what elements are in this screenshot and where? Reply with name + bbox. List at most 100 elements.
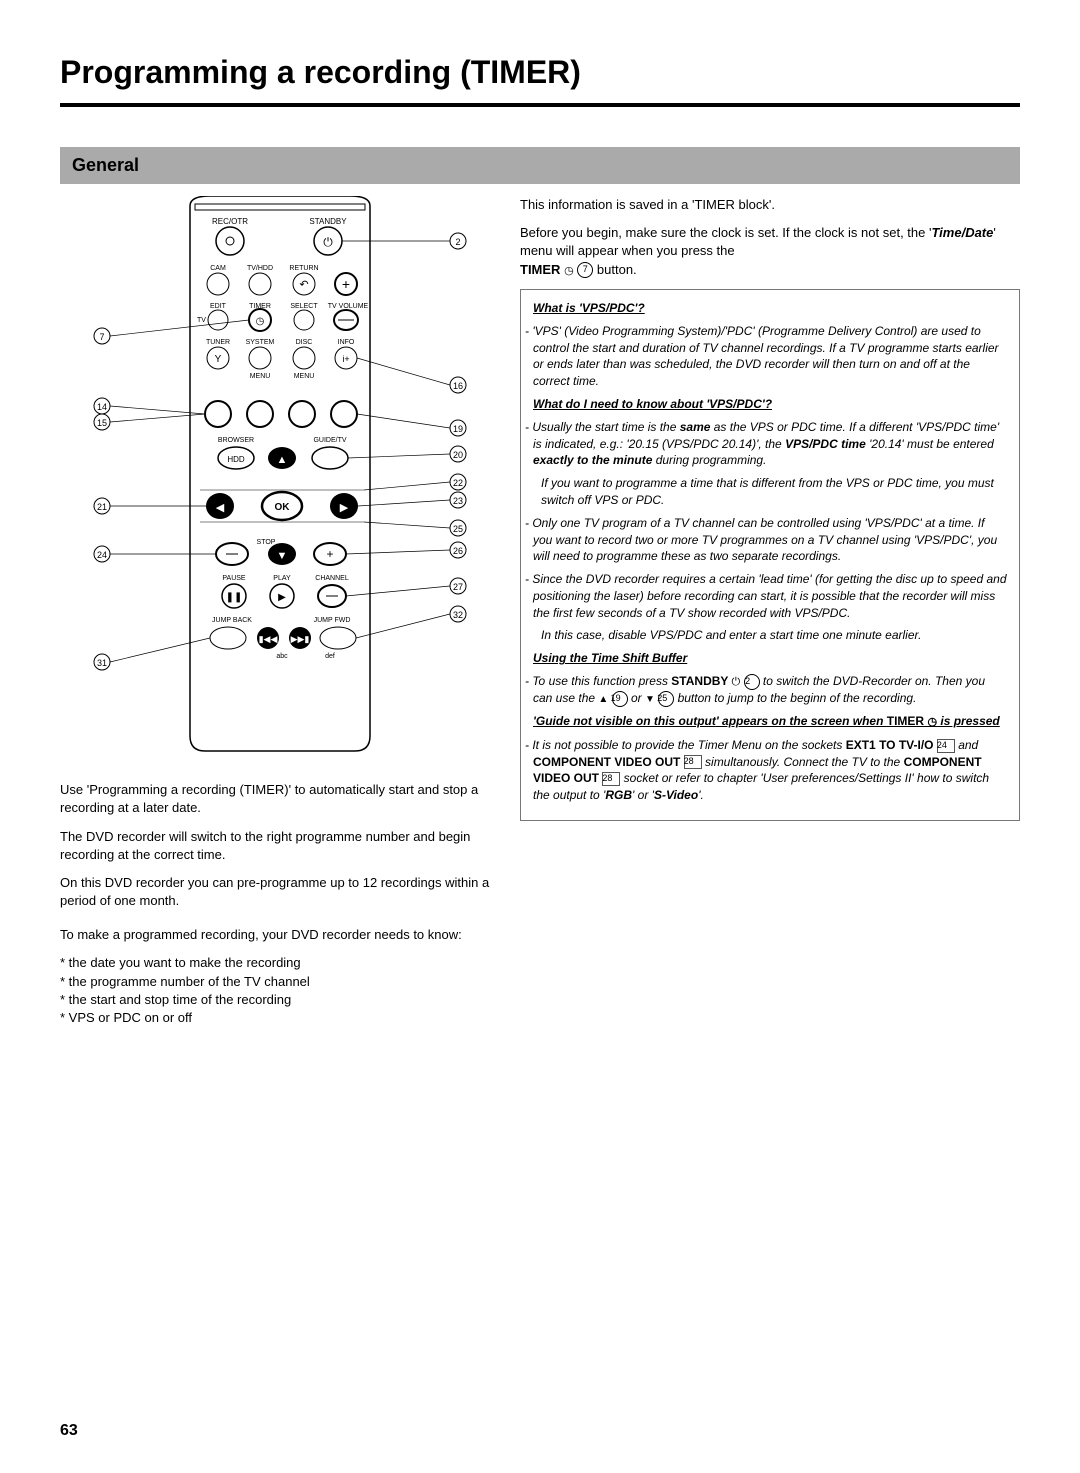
svg-text:SELECT: SELECT bbox=[290, 303, 318, 310]
svg-text:26: 26 bbox=[453, 546, 463, 556]
up-icon bbox=[598, 691, 608, 705]
svg-text:7: 7 bbox=[99, 332, 104, 342]
h4-guide: Guide not visible on this output bbox=[536, 714, 716, 728]
svg-text:+: + bbox=[326, 547, 333, 561]
gp1-ext: EXT1 TO TV-I/O bbox=[846, 738, 937, 752]
left-b1: * the date you want to make the recordin… bbox=[60, 954, 490, 972]
svg-text:▼: ▼ bbox=[277, 550, 288, 562]
left-b2: * the programme number of the TV channel bbox=[60, 973, 490, 991]
intro3-btn: button. bbox=[593, 262, 636, 277]
svg-text:▲: ▲ bbox=[277, 454, 288, 466]
left-b4: * VPS or PDC on or off bbox=[60, 1009, 490, 1027]
svg-text:DISC: DISC bbox=[296, 339, 313, 346]
callout-7: 7 bbox=[577, 262, 593, 278]
svg-text:Y: Y bbox=[215, 354, 222, 365]
right-column: This information is saved in a 'TIMER bl… bbox=[520, 196, 1020, 1027]
gp1d: ' or ' bbox=[632, 788, 654, 802]
svg-text:▶▶▮: ▶▶▮ bbox=[291, 634, 310, 644]
svg-text:23: 23 bbox=[453, 496, 463, 506]
info-kp2: If you want to programme a time that is … bbox=[541, 475, 1007, 509]
svg-text:2: 2 bbox=[455, 237, 460, 247]
svg-text:EDIT: EDIT bbox=[210, 303, 227, 310]
info-gp1: - It is not possible to provide the Time… bbox=[533, 737, 1007, 804]
info-ts1: - To use this function press STANDBY 2 t… bbox=[533, 673, 1007, 707]
page-number: 63 bbox=[60, 1420, 78, 1442]
left-p3: On this DVD recorder you can pre-program… bbox=[60, 874, 490, 910]
svg-text:↶: ↶ bbox=[299, 279, 308, 291]
h4-timer: TIMER bbox=[887, 714, 928, 728]
svg-text:▮◀◀: ▮◀◀ bbox=[259, 634, 278, 644]
content-columns: REC/OTR STANDBY ⏻ CAM TV/HDD RETURN ↶ + … bbox=[60, 196, 1020, 1027]
callout-2: 2 bbox=[744, 674, 760, 690]
info-kp5: In this case, disable VPS/PDC and enter … bbox=[541, 627, 1007, 644]
sq-28b: 28 bbox=[602, 772, 620, 786]
svg-text:❚❚: ❚❚ bbox=[226, 592, 243, 603]
ts1-standby: STANDBY bbox=[671, 674, 731, 688]
gp1-cvo: COMPONENT VIDEO OUT bbox=[533, 755, 684, 769]
intro2-timedate: Time/Date bbox=[931, 225, 993, 240]
gp1-sv: S-Video bbox=[654, 788, 698, 802]
kp1-vpt: VPS/PDC time bbox=[785, 437, 866, 451]
svg-text:SYSTEM: SYSTEM bbox=[246, 339, 275, 346]
svg-text:TUNER: TUNER bbox=[206, 339, 230, 346]
info-kp4: - Since the DVD recorder requires a cert… bbox=[533, 571, 1007, 621]
page-title: Programming a recording (TIMER) bbox=[60, 50, 1020, 95]
svg-text:TV VOLUME: TV VOLUME bbox=[328, 303, 369, 310]
svg-text:22: 22 bbox=[453, 478, 463, 488]
svg-text:⏻: ⏻ bbox=[323, 235, 333, 249]
svg-text:◀: ◀ bbox=[216, 502, 225, 514]
left-column: REC/OTR STANDBY ⏻ CAM TV/HDD RETURN ↶ + … bbox=[60, 196, 490, 1027]
svg-text:19: 19 bbox=[453, 424, 463, 434]
svg-text:PLAY: PLAY bbox=[273, 575, 291, 582]
sq-24: 24 bbox=[937, 739, 955, 753]
svg-text:21: 21 bbox=[97, 502, 107, 512]
info-kp1: - Usually the start time is the same as … bbox=[533, 419, 1007, 469]
down-icon bbox=[645, 691, 655, 705]
svg-text:def: def bbox=[325, 653, 335, 660]
clock-icon bbox=[564, 262, 574, 277]
svg-text:REC/OTR: REC/OTR bbox=[212, 217, 248, 226]
power-icon bbox=[732, 674, 741, 688]
svg-text:CHANNEL: CHANNEL bbox=[315, 575, 349, 582]
svg-text:RETURN: RETURN bbox=[289, 265, 318, 272]
svg-text:TV: TV bbox=[197, 317, 206, 324]
svg-text:BROWSER: BROWSER bbox=[218, 437, 254, 444]
kp1a: - Usually the start time is the bbox=[525, 420, 680, 434]
ts1-or: or bbox=[628, 691, 645, 705]
svg-text:+: + bbox=[342, 276, 350, 292]
svg-text:TV/HDD: TV/HDD bbox=[247, 265, 273, 272]
h4b: ' appears on the screen when bbox=[716, 714, 887, 728]
info-vp1: - 'VPS' (Video Programming System)/'PDC'… bbox=[533, 323, 1007, 390]
svg-text:INFO: INFO bbox=[338, 339, 355, 346]
svg-text:GUIDE/TV: GUIDE/TV bbox=[313, 437, 346, 444]
clock-icon-2 bbox=[927, 714, 937, 728]
svg-text:16: 16 bbox=[453, 381, 463, 391]
info-box: What is 'VPS/PDC'? - 'VPS' (Video Progra… bbox=[520, 289, 1020, 821]
svg-text:i+: i+ bbox=[342, 354, 349, 364]
gp1-rgb: RGB bbox=[605, 788, 632, 802]
svg-text:31: 31 bbox=[97, 658, 107, 668]
svg-text:15: 15 bbox=[97, 418, 107, 428]
info-kp3: - Only one TV program of a TV channel ca… bbox=[533, 515, 1007, 565]
info-h2: What do I need to know about 'VPS/PDC'? bbox=[533, 396, 1007, 413]
gp1e: '. bbox=[698, 788, 704, 802]
svg-text:OK: OK bbox=[275, 502, 291, 513]
ts1a: - To use this function press bbox=[525, 674, 671, 688]
svg-text:▶: ▶ bbox=[340, 502, 349, 514]
left-p1: Use 'Programming a recording (TIMER)' to… bbox=[60, 781, 490, 817]
svg-text:MENU: MENU bbox=[250, 373, 271, 380]
gp1-and: and bbox=[955, 738, 978, 752]
svg-text:MENU: MENU bbox=[294, 373, 315, 380]
title-rule bbox=[60, 103, 1020, 107]
svg-text:◷: ◷ bbox=[256, 316, 265, 327]
kp1c: '20.14' must be entered bbox=[866, 437, 994, 451]
svg-text:JUMP FWD: JUMP FWD bbox=[314, 617, 351, 624]
svg-text:27: 27 bbox=[453, 582, 463, 592]
svg-text:24: 24 bbox=[97, 550, 107, 560]
kp1-same: same bbox=[680, 420, 711, 434]
svg-text:abc: abc bbox=[276, 653, 288, 660]
info-h1: What is 'VPS/PDC'? bbox=[533, 300, 1007, 317]
svg-text:14: 14 bbox=[97, 402, 107, 412]
right-intro2: Before you begin, make sure the clock is… bbox=[520, 224, 1020, 279]
sq-28a: 28 bbox=[684, 755, 702, 769]
